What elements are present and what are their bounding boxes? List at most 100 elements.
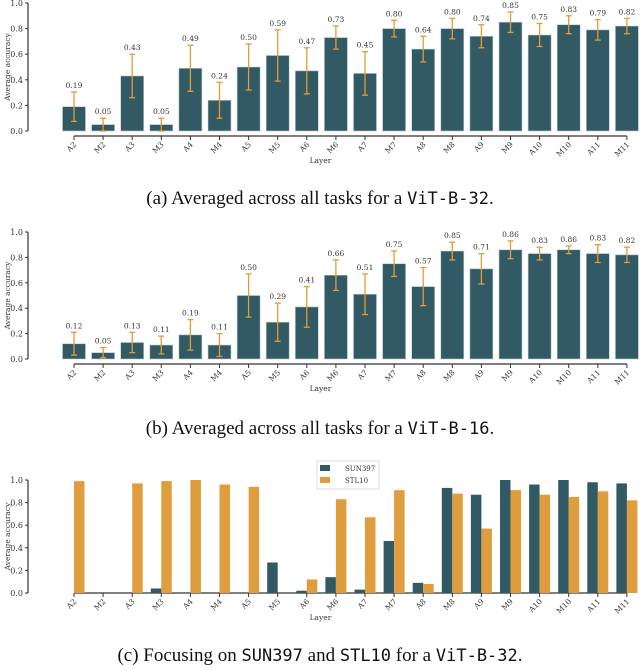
y-tick-label: 0.8 <box>10 499 23 508</box>
legend: SUN397 STL10 <box>316 460 380 490</box>
caption-model: ViT-B-32 <box>435 646 518 666</box>
y-axis-label: Average accuracy <box>3 261 12 330</box>
x-tick-label: A4 <box>181 368 195 382</box>
y-tick-label: 0.2 <box>10 101 23 110</box>
data-label: 0.73 <box>328 15 345 24</box>
data-label: 0.05 <box>95 107 112 116</box>
y-tick-label: 0.8 <box>10 25 23 34</box>
data-label: 0.49 <box>182 34 199 43</box>
x-tick-label: M11 <box>613 597 632 616</box>
chart-b: 0.0 0.2 0.4 0.6 0.8 1.0 Average accuracy A2 M2 A3… <box>3 228 639 393</box>
x-tick-label: A7 <box>355 597 369 611</box>
bar-STL10-A3 <box>132 483 143 593</box>
caption-text: (a) Averaged across all tasks for a <box>146 188 408 209</box>
bar-SUN397-M3 <box>150 588 162 593</box>
x-axis-label: Layer <box>310 384 332 393</box>
y-tick-label: 1.0 <box>10 228 23 237</box>
bar-M11 <box>615 25 639 132</box>
y-tick-label: 0.6 <box>10 521 23 530</box>
y-tick-label: 0.8 <box>10 253 23 262</box>
bar-STL10-A11 <box>597 491 609 593</box>
x-tick-label: M10 <box>555 368 574 387</box>
bar-M10 <box>556 249 581 360</box>
bar-STL10-M3 <box>161 481 172 593</box>
x-tick-label: M11 <box>613 368 632 387</box>
x-tick-label: A4 <box>181 140 195 154</box>
x-tick-label: M8 <box>442 368 457 383</box>
bar-STL10-M7 <box>394 490 405 593</box>
data-label: 0.74 <box>473 14 490 23</box>
x-tick-label: M2 <box>92 597 107 612</box>
x-tick-label: A5 <box>239 597 253 611</box>
chart-a: 0.0 0.2 0.4 0.6 0.8 1.0 Average accuracy A2 M2 A3… <box>3 0 639 165</box>
x-tick-label: A2 <box>64 597 78 611</box>
caption-model: ViT-B-32 <box>407 189 489 209</box>
data-label: 0.85 <box>444 231 461 240</box>
x-tick-label: A5 <box>239 368 253 382</box>
data-label: 0.05 <box>153 107 170 116</box>
bar-STL10-M10 <box>568 496 580 593</box>
legend-label: SUN397 <box>345 465 375 473</box>
x-tick-label: M3 <box>151 140 166 155</box>
x-tick-label: M5 <box>267 140 282 155</box>
data-label: 0.50 <box>240 33 257 42</box>
x-tick-label: A6 <box>297 597 311 611</box>
bar-SUN397-M11 <box>616 483 627 593</box>
data-label: 0.86 <box>560 235 577 244</box>
data-label: 0.75 <box>386 240 403 249</box>
bar-M8 <box>440 250 465 360</box>
caption-b: (b) Averaged across all tasks for a ViT-… <box>0 418 640 440</box>
caption-suffix: . <box>489 418 495 439</box>
bar-STL10-A10 <box>539 494 551 593</box>
bar-STL10-M9 <box>510 490 521 593</box>
x-tick-label: A6 <box>297 140 311 154</box>
data-label: 0.05 <box>95 337 112 346</box>
y-tick-label: 0.4 <box>10 544 23 553</box>
caption-a: (a) Averaged across all tasks for a ViT-… <box>0 188 640 210</box>
x-tick-label: M9 <box>500 597 515 612</box>
x-tick-label: M9 <box>500 140 515 155</box>
data-label: 0.47 <box>298 37 315 46</box>
x-tick-label: M5 <box>267 597 282 612</box>
data-label: 0.83 <box>560 5 577 14</box>
caption-text: (b) Averaged across all tasks for a <box>145 418 408 439</box>
bar-SUN397-M8 <box>441 487 453 593</box>
bar-STL10-A2 <box>74 481 85 593</box>
x-tick-label: A9 <box>472 368 486 382</box>
x-tick-label: A10 <box>526 597 544 615</box>
x-tick-label: M4 <box>209 368 224 383</box>
data-label: 0.50 <box>240 263 257 272</box>
x-tick-label: M10 <box>555 140 574 159</box>
y-tick-label: 0.0 <box>10 127 23 136</box>
data-label: 0.75 <box>531 12 548 21</box>
x-tick-label: M11 <box>613 140 632 159</box>
data-label: 0.19 <box>182 309 199 318</box>
x-tick-label: M6 <box>325 140 340 155</box>
x-tick-label: M9 <box>500 368 515 383</box>
x-tick-label: A9 <box>472 140 486 154</box>
data-label: 0.13 <box>124 321 141 330</box>
x-tick-label: A3 <box>122 140 136 154</box>
data-label: 0.12 <box>66 321 83 330</box>
bar-STL10-A8 <box>423 583 434 593</box>
x-tick-label: A7 <box>355 368 369 382</box>
data-label: 0.57 <box>415 257 432 266</box>
bar-SUN397-A10 <box>529 484 540 593</box>
bar-STL10-M11 <box>626 500 638 593</box>
x-tick-label: A2 <box>64 140 78 154</box>
data-label: 0.41 <box>298 276 315 285</box>
y-tick-label: 0.4 <box>10 304 23 313</box>
x-tick-label: M7 <box>383 140 398 155</box>
data-label: 0.51 <box>357 263 374 272</box>
x-tick-label: A4 <box>181 597 195 611</box>
bar-A10 <box>527 34 552 132</box>
bar-SUN397-M10 <box>558 480 569 593</box>
data-label: 0.71 <box>473 243 490 252</box>
x-tick-label: M6 <box>325 597 340 612</box>
data-label: 0.64 <box>415 25 432 34</box>
x-tick-label: M6 <box>325 368 340 383</box>
bar-M9 <box>498 249 523 360</box>
data-label: 0.79 <box>589 9 606 18</box>
